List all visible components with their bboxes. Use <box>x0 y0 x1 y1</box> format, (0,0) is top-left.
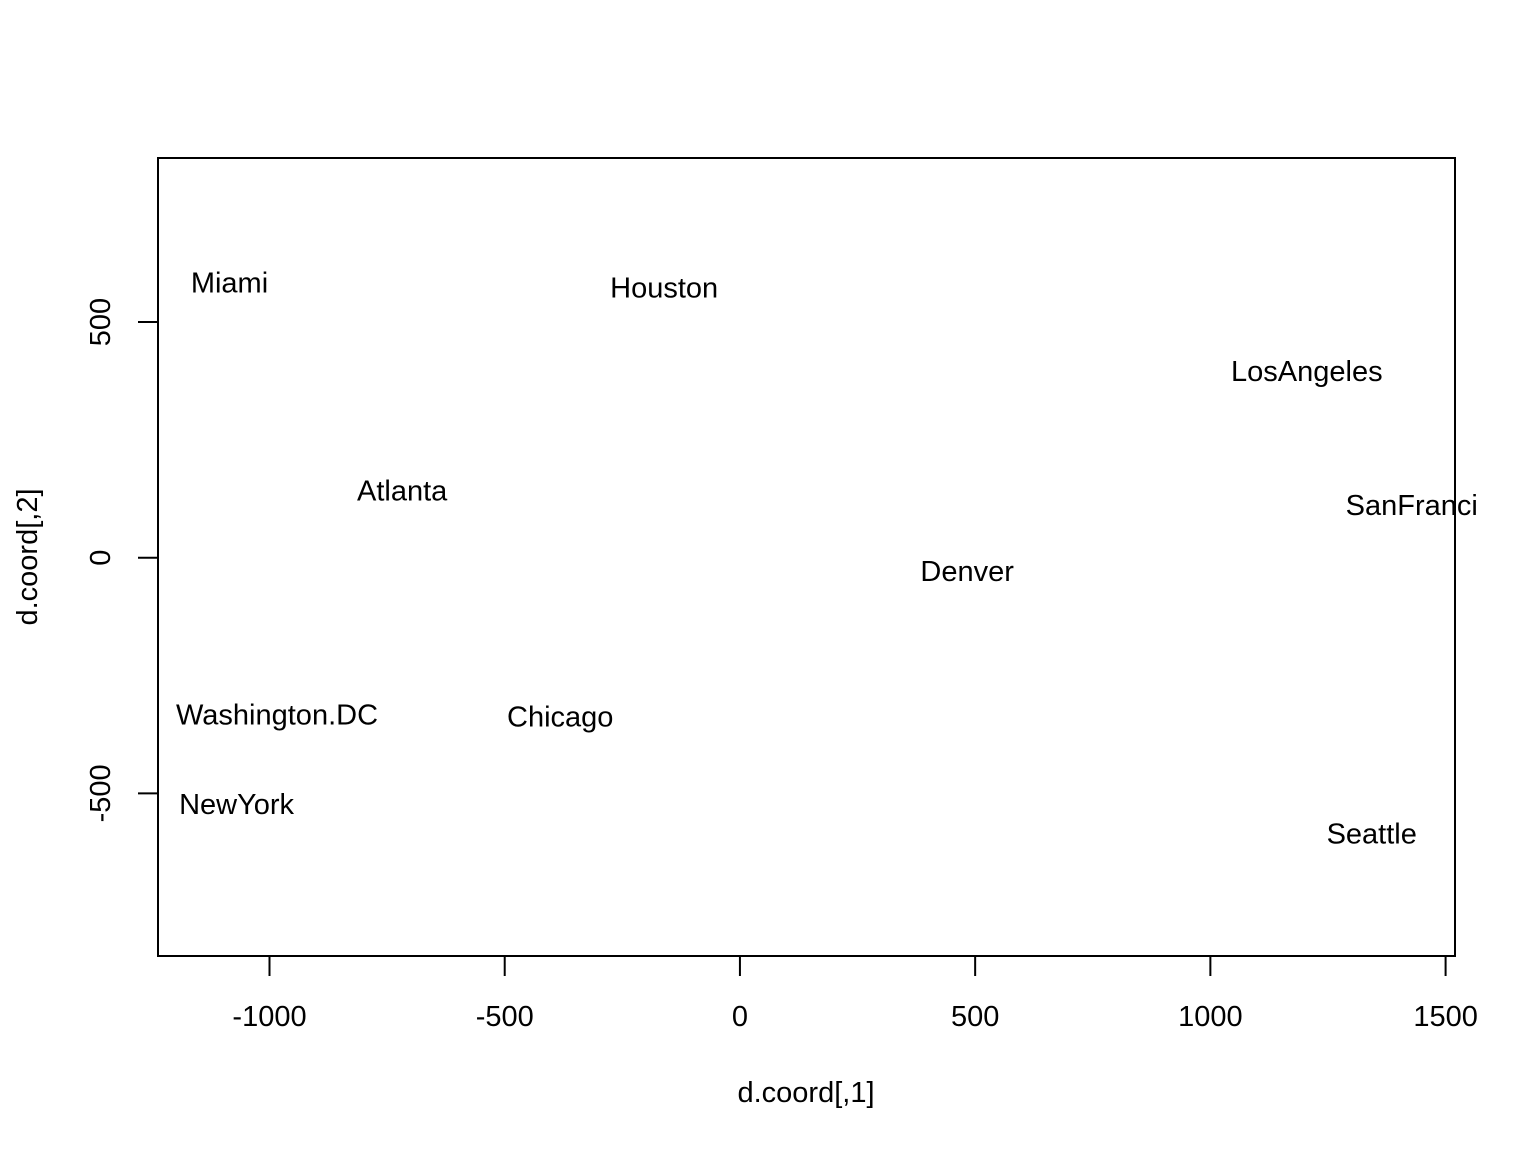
point-label: Washington.DC <box>176 700 378 732</box>
y-axis: -500 0 500 <box>85 298 159 822</box>
point-label: LosAngeles <box>1231 356 1383 388</box>
point-label: Miami <box>191 267 268 299</box>
x-axis: -1000 -500 0 500 1000 1500 <box>232 955 1478 1033</box>
x-tick-label: 0 <box>732 1001 748 1033</box>
y-tick-label: 0 <box>85 550 117 566</box>
x-axis-title: d.coord[,1] <box>737 1077 874 1109</box>
x-tick-label: -1000 <box>232 1001 306 1033</box>
x-tick-label: 1500 <box>1413 1001 1478 1033</box>
point-label: NewYork <box>179 789 294 821</box>
y-axis-title: d.coord[,2] <box>12 488 44 625</box>
x-tick-label: -500 <box>476 1001 534 1033</box>
plot-frame <box>157 157 1456 957</box>
point-label: SanFranci <box>1346 490 1478 522</box>
y-tick-label: -500 <box>85 764 117 822</box>
y-tick-label: 500 <box>85 298 117 346</box>
point-label: Seattle <box>1327 818 1417 850</box>
point-label: Chicago <box>507 701 613 733</box>
x-tick-label: 1000 <box>1178 1001 1243 1033</box>
x-tick-label: 500 <box>951 1001 999 1033</box>
point-label: Atlanta <box>357 476 448 508</box>
point-label: Houston <box>610 273 718 305</box>
point-label: Denver <box>920 556 1014 588</box>
point-labels: Miami Houston LosAngeles Atlanta SanFranci De… <box>176 267 1478 850</box>
